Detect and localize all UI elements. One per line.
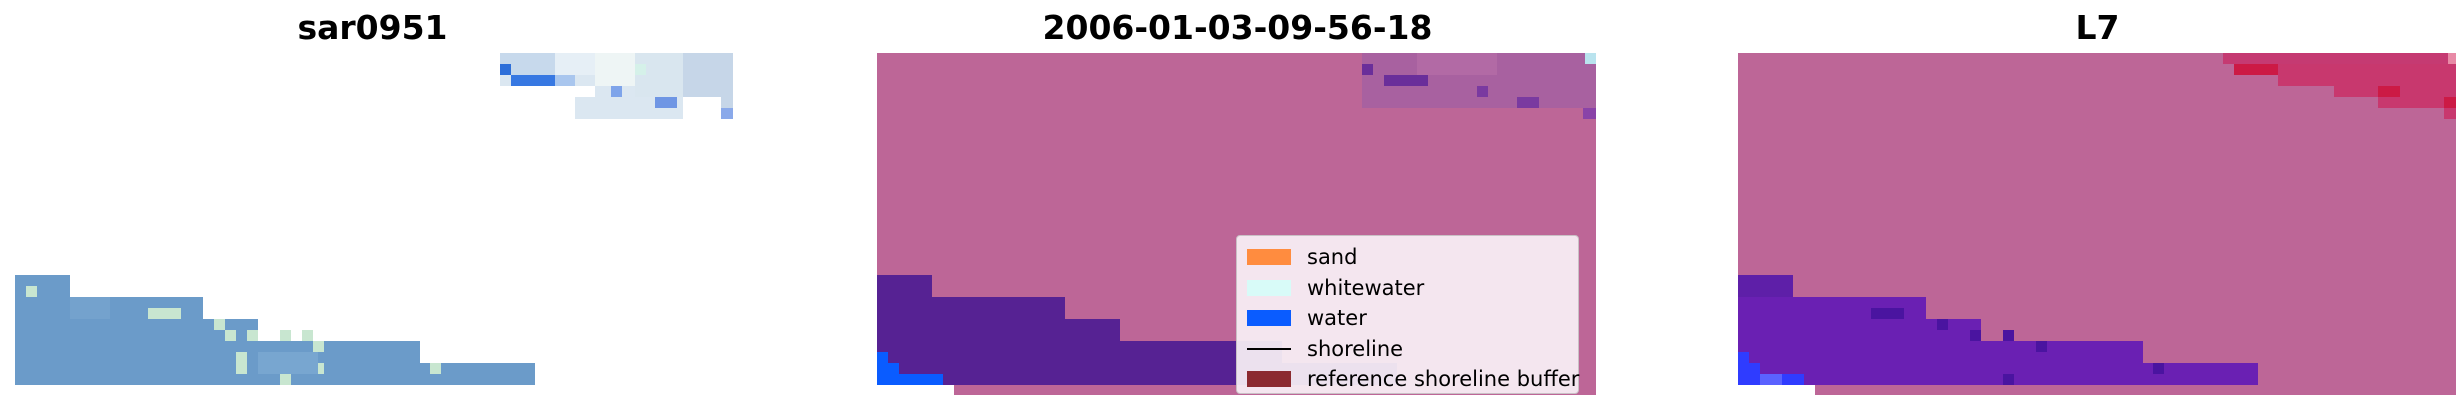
legend-label: shoreline — [1307, 336, 1404, 361]
panel-title: L7 — [2075, 8, 2120, 47]
image-sar0951 — [15, 53, 733, 385]
panel-L7: L7 — [1725, 0, 2460, 409]
panel-title: sar0951 — [297, 8, 448, 47]
legend-label: water — [1307, 306, 1367, 331]
top-right-patch — [1362, 53, 1596, 119]
legend-item-shoreline: shoreline — [1247, 334, 1568, 365]
buffer-swatch — [1247, 371, 1291, 388]
panel-title: 2006-01-03-09-56-18 — [1042, 8, 1433, 47]
legend-label: sand — [1307, 245, 1358, 270]
image-L7 — [1738, 53, 2456, 395]
legend-item-whitewater: whitewater — [1247, 273, 1568, 304]
legend-item-sand: sand — [1247, 242, 1568, 273]
bottom-left-patch — [15, 275, 535, 385]
sand-swatch — [1247, 249, 1291, 266]
red-patch — [2223, 53, 2456, 119]
legend-label: whitewater — [1307, 275, 1425, 300]
whitewater-swatch — [1247, 279, 1291, 296]
legend-item-water: water — [1247, 303, 1568, 334]
panel-sar0951: sar0951 — [0, 0, 760, 409]
legend-label: reference shoreline buffer — [1307, 367, 1580, 392]
legend-item-reference-shoreline-buffer: reference shoreline buffer — [1247, 364, 1579, 395]
purple-staircase — [1738, 275, 2258, 385]
shoreline-line — [1247, 347, 1291, 350]
panel-2006-01-03: 2006-01-03-09-56-18 sand — [870, 0, 1610, 409]
top-right-patch — [500, 53, 733, 119]
water-swatch — [1247, 310, 1291, 327]
legend: sand whitewater water shoreline referenc… — [1236, 235, 1579, 394]
